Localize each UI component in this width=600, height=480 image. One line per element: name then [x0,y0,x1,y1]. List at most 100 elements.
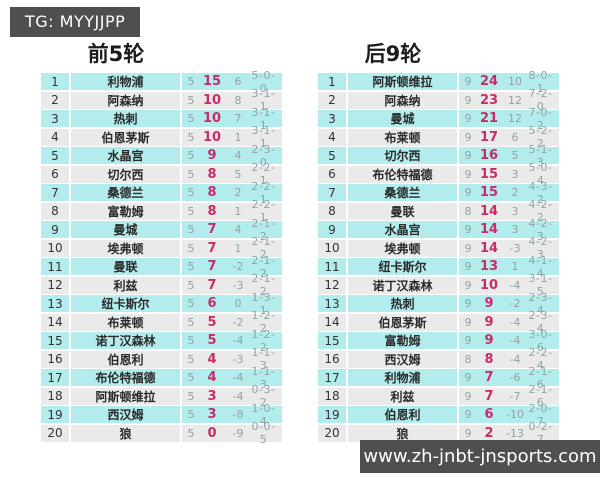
tg-channel-badge: TG: MYYJJPP [10,7,141,37]
rank-cell: 9 [318,221,346,238]
stats-cell: 5 7 1 2-1-2 [182,235,282,261]
rank-cell: 12 [318,276,346,294]
goal-difference: 1 [511,260,519,273]
team-name: 桑德兰 [71,184,180,201]
rank-cell: 13 [318,295,346,312]
win-draw-loss-record: 4-2-3 [528,216,553,243]
games-played: 8 [464,352,472,366]
stats-cell: 5 4 -3 1-1-3 [182,346,282,372]
points: 8 [207,185,217,200]
rank-cell: 9 [41,221,69,238]
stats-cell: 5 6 0 1-3-1 [182,291,282,317]
rank-cell: 11 [318,258,346,275]
team-name: 伯恩茅斯 [348,313,457,331]
team-name: 利物浦 [348,369,457,386]
games-played: 9 [464,389,472,403]
table-row: 12 诺丁汉森林 9 10 -4 3-1-5 [318,272,559,298]
table-row: 15 富勒姆 9 9 -4 3-0-6 [318,328,559,354]
games-played: 9 [464,241,472,255]
goal-difference: -3 [509,241,521,255]
rank-cell: 2 [41,91,69,109]
table-row: 6 切尔西 5 8 5 2-2-1 [41,161,282,187]
table-row: 12 利兹 5 7 -3 2-1-2 [41,272,282,298]
points: 8 [207,166,217,182]
points: 15 [202,74,222,89]
tg-channel-label: TG: MYYJJPP [25,12,126,31]
rank-cell: 19 [318,406,346,423]
win-draw-loss-record: 2-3-4 [528,290,553,317]
rank-cell: 8 [41,202,69,220]
goal-difference: 3 [511,223,519,236]
team-name: 利兹 [348,387,457,405]
games-played: 9 [464,75,472,88]
points: 6 [207,296,217,311]
points: 3 [207,388,217,404]
points: 14 [479,203,499,219]
stats-cell: 9 10 -4 3-1-5 [459,272,559,298]
points: 4 [207,370,217,385]
win-draw-loss-record: 5-1-3 [528,142,553,169]
games-played: 5 [187,204,195,218]
win-draw-loss-record: 2-1-2 [251,253,276,280]
rank-cell: 17 [41,369,69,386]
win-draw-loss-record: 5-0-0 [251,68,276,95]
points: 9 [484,333,494,348]
win-draw-loss-record: 0-0-5 [251,420,276,446]
rank-cell: 10 [41,239,69,257]
goal-difference: 8 [234,93,242,107]
team-name: 曼城 [71,221,180,238]
points: 14 [479,222,499,237]
rank-cell: 7 [41,184,69,201]
goal-difference: 6 [234,75,242,88]
rank-cell: 15 [318,332,346,349]
rank-cell: 19 [41,406,69,423]
games-played: 5 [187,149,195,162]
table-row: 2 阿森纳 5 10 8 3-1-1 [41,87,282,113]
team-name: 布伦特福德 [71,369,180,386]
win-draw-loss-record: 2-1-2 [251,235,276,261]
rank-cell: 13 [41,295,69,312]
stats-cell: 5 5 -4 1-2-2 [182,328,282,354]
games-played: 5 [187,93,195,107]
games-played: 5 [187,186,195,199]
table-row: 10 埃弗顿 9 14 -3 4-2-3 [318,235,559,261]
table-row: 5 水晶宫 5 9 4 2-3-0 [41,143,282,169]
games-played: 5 [187,130,195,144]
goal-difference: 3 [511,204,519,218]
goal-difference: 5 [511,149,519,162]
team-name: 诺丁汉森林 [71,332,180,349]
win-draw-loss-record: 0-2-7 [528,420,553,446]
goal-difference: 2 [234,186,242,199]
team-name: 布莱顿 [348,128,457,146]
win-draw-loss-record: 2-1-2 [251,272,276,298]
rank-cell: 18 [318,387,346,405]
stats-cell: 5 10 8 3-1-1 [182,87,282,113]
rank-cell: 12 [41,276,69,294]
points: 9 [484,296,494,311]
team-name: 阿森纳 [348,91,457,109]
win-draw-loss-record: 3-1-1 [251,124,276,150]
win-draw-loss-record: 1-0-4 [251,401,276,428]
rank-cell: 14 [41,313,69,331]
goal-difference: 12 [508,112,522,125]
goal-difference: -4 [509,315,521,329]
points: 7 [207,277,217,293]
points: 5 [207,333,217,348]
team-name: 纽卡斯尔 [348,258,457,275]
win-draw-loss-record: 2-2-1 [251,198,276,224]
table-row: 7 桑德兰 5 8 2 2-2-1 [41,180,282,206]
stats-cell: 9 9 -2 2-3-4 [459,291,559,317]
points: 14 [479,240,499,256]
stats-cell: 9 15 2 4-3-2 [459,180,559,206]
stats-cell: 9 17 6 5-2-2 [459,124,559,150]
table-row: 18 阿斯顿维拉 5 3 -4 0-3-2 [41,383,282,409]
table-row: 9 曼城 5 7 4 2-1-2 [41,217,282,243]
points: 5 [207,314,217,330]
points: 7 [207,240,217,256]
stats-cell: 5 15 6 5-0-0 [182,69,282,95]
points: 23 [479,92,499,108]
games-played: 9 [464,334,472,347]
stats-cell: 9 24 10 8-0-1 [459,69,559,95]
points: 10 [479,277,499,293]
games-played: 9 [464,260,472,273]
